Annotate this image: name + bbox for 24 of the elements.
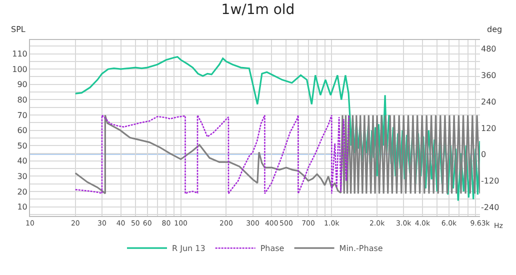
- y2-tick-label: 0: [481, 150, 486, 160]
- y-tick-label: 10: [17, 202, 28, 212]
- y-tick-label: 40: [17, 156, 28, 166]
- y2-tick-label: 360: [481, 71, 496, 80]
- y2-axis-title: deg: [487, 25, 502, 34]
- y-tick-label: 60: [17, 126, 28, 136]
- y-tick-label: 80: [17, 95, 28, 104]
- y-tick-label: 30: [17, 172, 28, 182]
- legend-label: Phase: [260, 244, 284, 254]
- y2-tick-label: 120: [481, 124, 496, 133]
- y-tick-label: 70: [17, 110, 28, 120]
- y2-tick-label: 480: [481, 44, 496, 54]
- y2-tick-label: -120: [481, 176, 500, 186]
- legend-label: Min.-Phase: [339, 244, 383, 254]
- y-tick-label: 110: [12, 50, 28, 59]
- legend-label: R Jun 13: [172, 244, 206, 254]
- y-tick-label: 50: [17, 141, 28, 150]
- y-axis-title: SPL: [11, 25, 26, 34]
- y2-tick-label: 240: [481, 97, 496, 106]
- y-tick-label: 20: [17, 187, 28, 196]
- chart-title: 1w/1m old: [221, 2, 295, 18]
- y2-tick-label: -240: [481, 203, 500, 212]
- y-tick-label: 90: [17, 80, 28, 90]
- y-tick-label: 100: [12, 64, 28, 74]
